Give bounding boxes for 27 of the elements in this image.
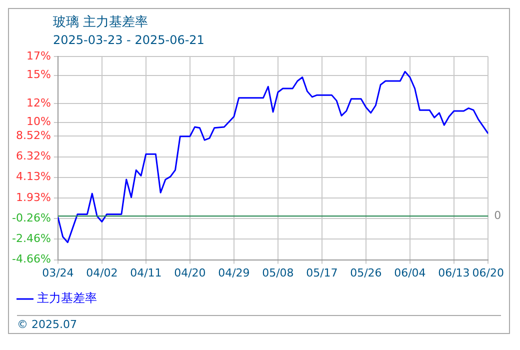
x-tick-label: 04/29 xyxy=(218,266,250,280)
x-tick-label: 04/02 xyxy=(86,266,118,280)
x-tick-label: 05/08 xyxy=(262,266,294,280)
y-tick-label: 6.32% xyxy=(16,150,51,163)
y-tick-label: 1.93% xyxy=(16,190,51,204)
y-tick-label: 4.13% xyxy=(16,170,51,184)
x-tick-label: 06/13 xyxy=(438,266,470,280)
y-tick-label: 8.52% xyxy=(16,129,51,142)
x-tick-label: 04/20 xyxy=(174,266,206,280)
text: © 2025.07 xyxy=(17,318,77,331)
y-tick-label: 10% xyxy=(26,115,51,128)
x-tick-label: 06/20 xyxy=(472,266,504,280)
chart-subtitle: 2025-03-23 - 2025-06-21 xyxy=(52,32,206,47)
chart-title: 玻璃 主力基差率 xyxy=(52,14,150,31)
x-tick-label: 04/11 xyxy=(130,266,162,280)
y-tick-label: -0.26% xyxy=(12,211,51,224)
x-tick-label: 03/24 xyxy=(42,266,74,280)
x-tick-label: 05/26 xyxy=(350,266,382,280)
y-tick-label: 17% xyxy=(26,49,51,62)
x-tick-label: 05/17 xyxy=(306,266,338,280)
x-tick-label: 06/04 xyxy=(394,266,426,280)
y-tick-label: 15% xyxy=(26,68,51,82)
ref-line-label: 0 xyxy=(494,208,502,222)
legend-label: 主力基差率 xyxy=(37,291,97,306)
y-tick-label: -4.66% xyxy=(12,252,51,266)
y-tick-label: -2.46% xyxy=(12,232,51,246)
y-tick-label: 12% xyxy=(26,96,51,110)
